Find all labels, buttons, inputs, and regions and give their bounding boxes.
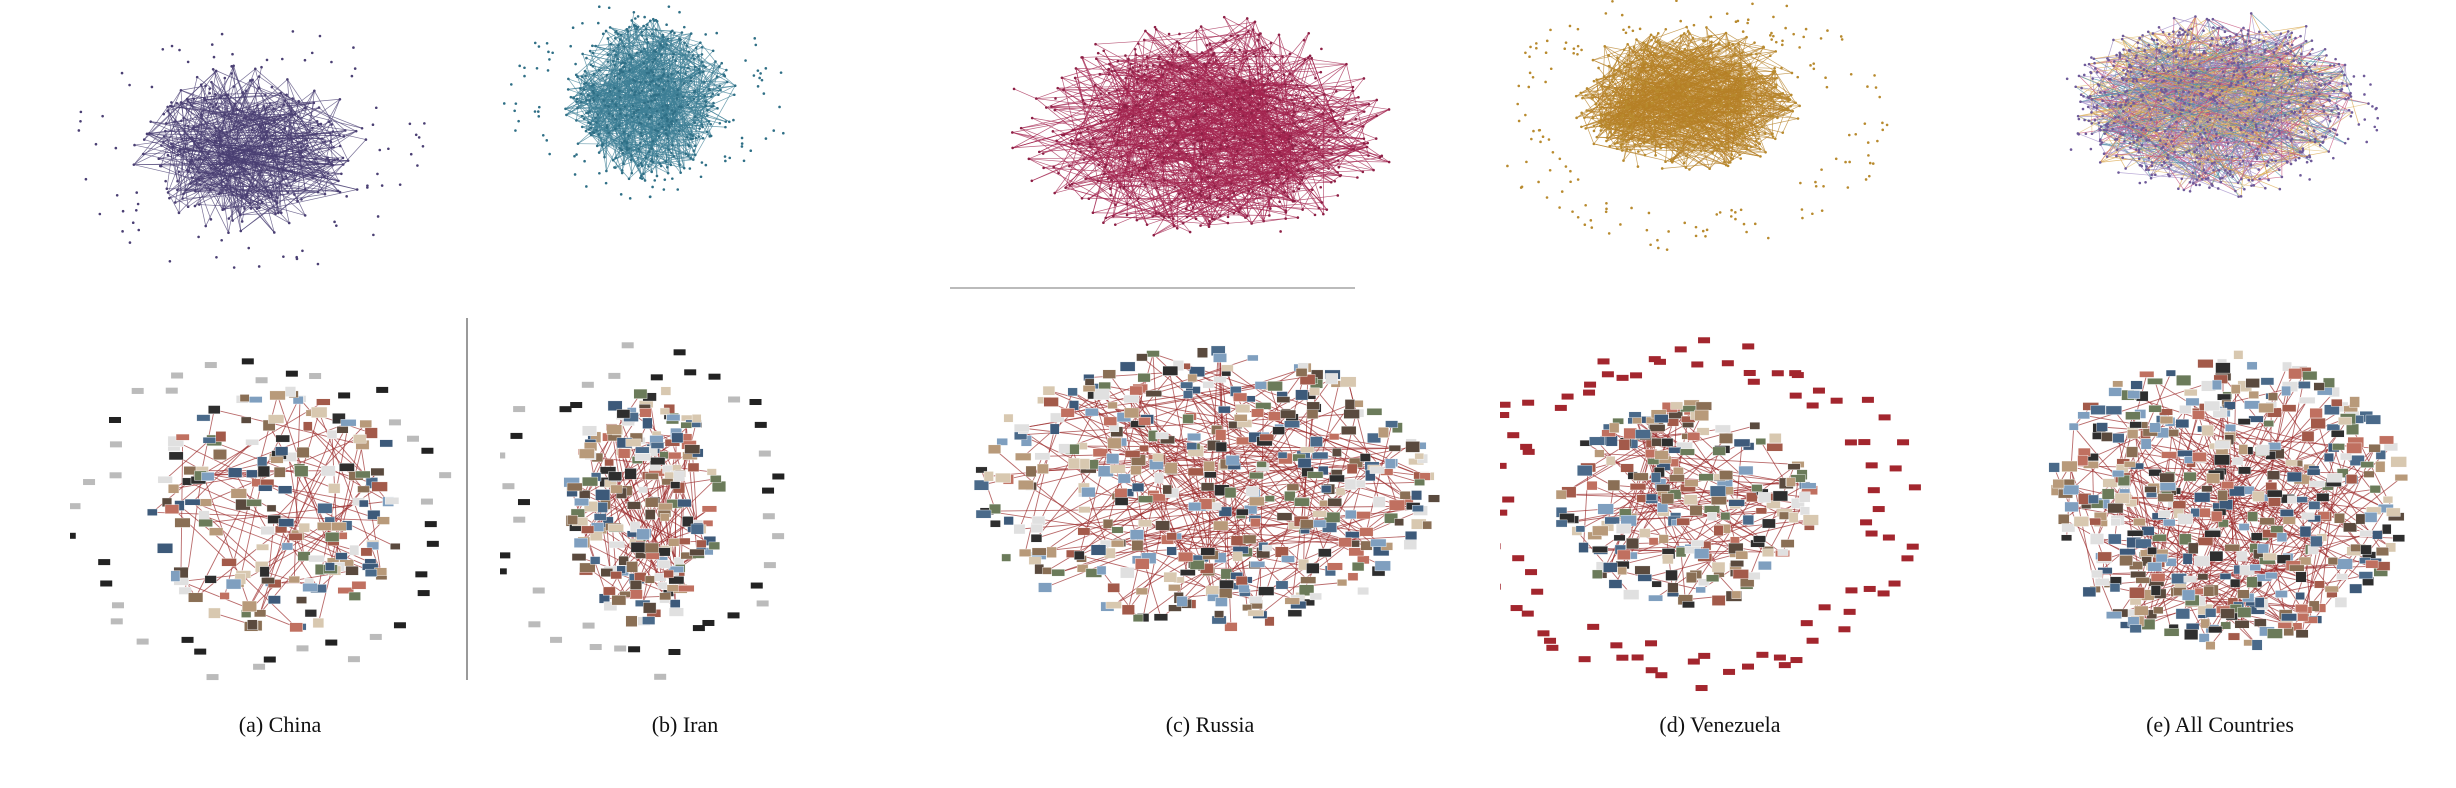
panel-divider xyxy=(466,318,468,680)
russia-graph-nodes xyxy=(1011,15,1391,237)
all-graph-nodes xyxy=(2065,12,2380,198)
caption-all-countries: (e) All Countries xyxy=(2146,712,2294,737)
china-image-network xyxy=(70,358,452,681)
all-countries-network-graph xyxy=(2065,12,2380,198)
all-thumbnails xyxy=(2048,350,2408,651)
all-graph-edges xyxy=(2075,13,2369,197)
panel-iran: (b) Iran xyxy=(500,0,870,788)
panel-china: (a) China xyxy=(70,0,490,788)
venezuela-network-graph xyxy=(1506,0,1889,251)
russia-image-network xyxy=(973,345,1440,632)
russia-thumbnails xyxy=(973,345,1440,632)
panel-venezuela: (d) Venezuela xyxy=(1500,0,1940,788)
iran-thumbnails xyxy=(500,342,785,680)
venezuela-image-network xyxy=(1500,337,1921,692)
iran-graph-nodes xyxy=(502,5,785,200)
iran-image-network xyxy=(500,342,785,680)
russia-network-graph xyxy=(950,15,1391,289)
iran-network-graph xyxy=(502,5,785,200)
caption-china: (a) China xyxy=(238,712,322,737)
all-countries-image-network xyxy=(2048,350,2408,651)
venezuela-graph-edges xyxy=(1576,26,1800,170)
panel-all-countries: (e) All Countries xyxy=(2010,0,2430,788)
venezuela-thumbnails xyxy=(1500,337,1921,692)
venezuela-graph-nodes xyxy=(1506,0,1889,251)
caption-venezuela: (d) Venezuela xyxy=(1659,712,1781,737)
china-thumbnails xyxy=(70,358,452,681)
caption-russia: (c) Russia xyxy=(1165,712,1255,737)
china-graph-nodes xyxy=(77,30,426,269)
caption-iran: (b) Iran xyxy=(651,712,719,737)
panel-russia: (c) Russia xyxy=(950,0,1470,788)
china-network-graph xyxy=(77,30,426,269)
